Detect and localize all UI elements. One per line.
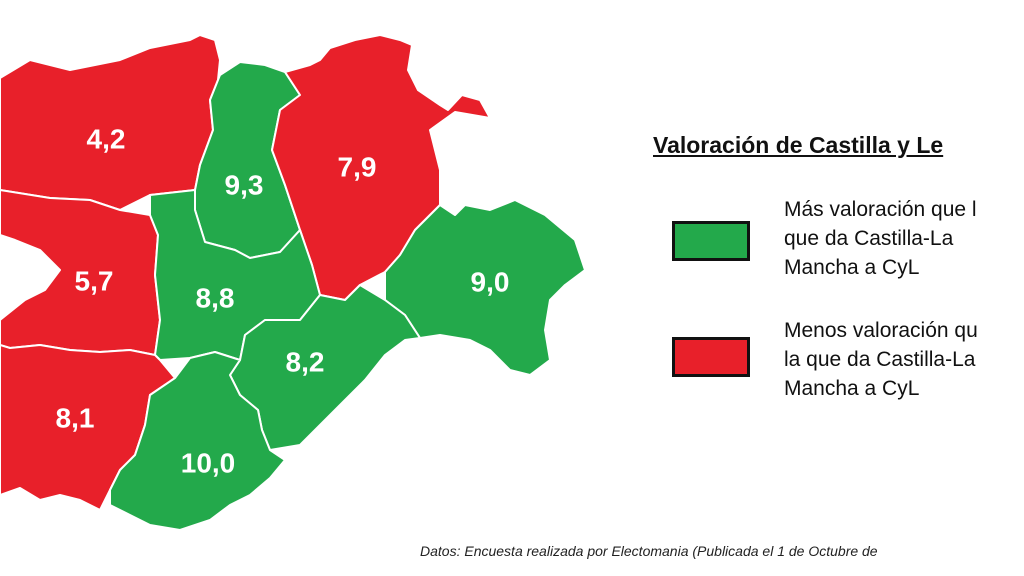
legend-title: Valoración de Castilla y Le	[653, 132, 944, 158]
legend-swatch-higher	[672, 221, 750, 261]
legend-item-lower: Menos valoración qu la que da Castilla-L…	[784, 316, 978, 403]
label-soria: 9,0	[471, 266, 510, 297]
legend-swatch-lower	[672, 337, 750, 377]
legend-item-higher: Más valoración que l que da Castilla-La …	[784, 195, 977, 282]
label-burgos: 7,9	[338, 151, 377, 182]
label-avila: 10,0	[181, 447, 236, 478]
region-burgos	[271, 34, 491, 301]
label-segovia: 8,2	[286, 346, 325, 377]
label-valladolid: 8,8	[196, 282, 235, 313]
legend-line: que da Castilla-La	[784, 227, 954, 250]
label-zamora: 5,7	[75, 265, 114, 296]
province-map: 4,2 9,3 7,9 5,7 8,8 9,0 8,1 8,2 10,0	[0, 34, 586, 531]
legend-line: Mancha a CyL	[784, 256, 920, 279]
legend-line: la que da Castilla-La	[784, 348, 976, 371]
legend-line: Mancha a CyL	[784, 377, 920, 400]
label-leon: 4,2	[87, 123, 126, 154]
source-note: Datos: Encuesta realizada por Electomani…	[420, 543, 878, 559]
label-palencia: 9,3	[225, 169, 264, 200]
legend-line: Menos valoración qu	[784, 319, 978, 342]
region-avila	[109, 351, 286, 531]
label-salamanca: 8,1	[56, 402, 95, 433]
legend-line: Más valoración que l	[784, 198, 977, 221]
